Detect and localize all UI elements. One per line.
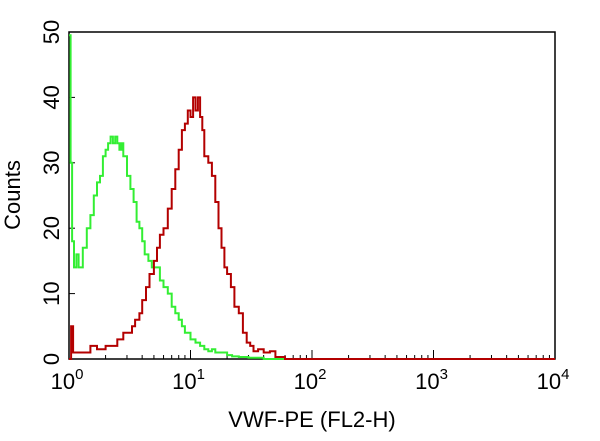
x-axis-ticks: 100 101 102 103 104 xyxy=(51,350,570,394)
x-axis-title: VWF-PE (FL2-H) xyxy=(228,407,395,432)
x-tick-label: 100 xyxy=(51,366,84,394)
x-tick-label: 104 xyxy=(537,366,570,394)
series-layer xyxy=(69,34,555,360)
y-axis-title: Counts xyxy=(0,160,25,230)
x-tick-label: 103 xyxy=(415,366,448,394)
y-axis-ticks: 0 10 20 30 40 50 xyxy=(39,20,75,365)
x-tick-label: 102 xyxy=(294,366,327,394)
y-tick-label: 20 xyxy=(39,216,64,240)
series-line-1 xyxy=(69,96,555,360)
y-tick-label: 30 xyxy=(39,151,64,175)
y-tick-label: 50 xyxy=(39,20,64,44)
y-tick-label: 40 xyxy=(39,85,64,109)
y-tick-label: 10 xyxy=(39,281,64,305)
x-tick-label: 101 xyxy=(172,366,205,394)
series-line-0 xyxy=(69,34,555,360)
y-tick-label: 0 xyxy=(39,353,64,365)
